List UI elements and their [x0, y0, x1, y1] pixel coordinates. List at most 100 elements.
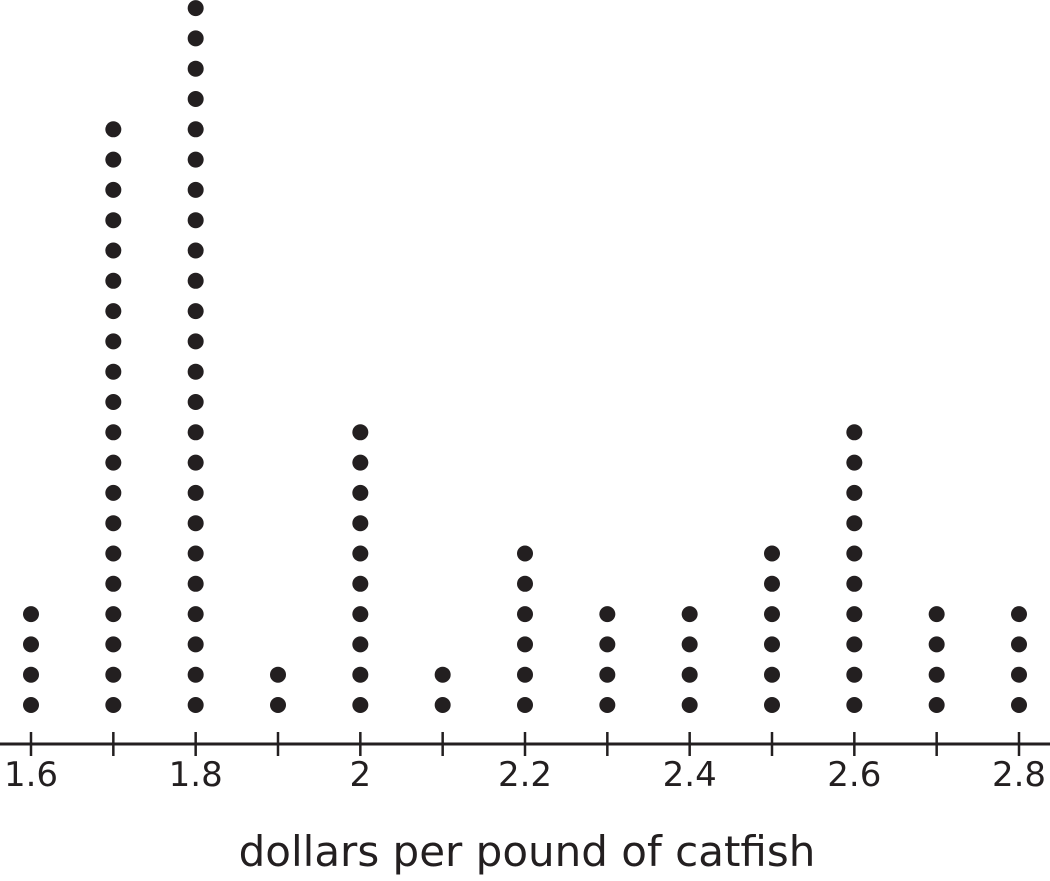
data-dot — [187, 363, 204, 380]
x-tick-label: 1.8 — [169, 755, 223, 795]
data-dot — [105, 545, 122, 562]
data-dot — [764, 575, 780, 592]
data-dot — [187, 424, 204, 441]
data-dot — [187, 515, 204, 532]
data-dot — [352, 575, 369, 592]
data-dot — [352, 606, 369, 623]
data-dot — [517, 545, 533, 562]
data-dot — [764, 697, 780, 713]
data-dot — [846, 636, 863, 653]
x-tick-label: 2.2 — [498, 755, 552, 795]
x-tick-label: 2 — [350, 755, 372, 795]
data-dot — [846, 424, 863, 441]
data-dot — [681, 606, 698, 623]
data-dot — [846, 545, 863, 562]
data-dot — [1011, 666, 1027, 683]
data-dot — [1011, 636, 1027, 653]
data-dot — [187, 454, 204, 471]
x-tick-label: 2.6 — [827, 755, 881, 795]
data-dot — [352, 636, 369, 653]
data-dot — [105, 394, 122, 410]
data-dot — [517, 636, 533, 653]
data-dot — [1011, 697, 1027, 713]
data-dot — [599, 666, 616, 683]
data-dot — [105, 666, 122, 683]
data-dot — [352, 484, 369, 501]
x-tick-labels: 1.6 1.8 2 2.2 2.4 2.6 2.8 — [4, 755, 1046, 795]
data-dot — [764, 636, 780, 653]
x-tick-label: 1.6 — [4, 755, 58, 795]
data-dot — [187, 0, 204, 17]
x-ticks — [29, 732, 1021, 756]
data-dot — [105, 606, 122, 623]
data-dot — [187, 242, 204, 259]
data-dot — [599, 697, 616, 713]
data-dot — [187, 606, 204, 623]
data-dot — [517, 666, 533, 683]
data-dot — [23, 606, 39, 623]
data-dot — [105, 515, 122, 532]
data-dot — [23, 636, 39, 653]
data-dot — [187, 394, 204, 410]
dots-layer — [23, 0, 1027, 713]
data-dot — [681, 697, 698, 713]
data-dot — [105, 424, 122, 441]
data-dot — [187, 121, 204, 138]
data-dot — [187, 60, 204, 77]
data-dot — [928, 697, 945, 713]
data-dot — [352, 454, 369, 471]
data-dot — [599, 606, 616, 623]
data-dot — [105, 151, 122, 168]
data-dot — [105, 333, 122, 350]
data-dot — [187, 484, 204, 501]
data-dot — [187, 333, 204, 350]
data-dot — [187, 212, 204, 229]
data-dot — [105, 181, 122, 198]
data-dot — [846, 454, 863, 471]
data-dot — [105, 454, 122, 471]
data-dot — [434, 697, 451, 713]
data-dot — [352, 697, 369, 713]
data-dot — [105, 242, 122, 259]
data-dot — [352, 545, 369, 562]
data-dot — [434, 666, 451, 683]
data-dot — [187, 30, 204, 47]
data-dot — [681, 666, 698, 683]
data-dot — [517, 575, 533, 592]
data-dot — [846, 666, 863, 683]
data-dot — [928, 606, 945, 623]
data-dot — [187, 303, 204, 320]
data-dot — [187, 151, 204, 168]
data-dot — [105, 212, 122, 229]
data-dot — [105, 121, 122, 138]
data-dot — [187, 697, 204, 713]
data-dot — [105, 636, 122, 653]
data-dot — [599, 636, 616, 653]
data-dot — [846, 575, 863, 592]
data-dot — [105, 484, 122, 501]
data-dot — [187, 91, 204, 107]
data-dot — [764, 545, 780, 562]
data-dot — [681, 636, 698, 653]
data-dot — [187, 545, 204, 562]
data-dot — [23, 697, 39, 713]
data-dot — [352, 424, 369, 441]
data-dot — [187, 575, 204, 592]
data-dot — [846, 697, 863, 713]
x-axis-title: dollars per pound of catfish — [239, 827, 816, 876]
data-dot — [105, 697, 122, 713]
data-dot — [105, 303, 122, 320]
data-dot — [187, 636, 204, 653]
data-dot — [928, 666, 945, 683]
data-dot — [846, 484, 863, 501]
data-dot — [105, 363, 122, 380]
data-dot — [23, 666, 39, 683]
data-dot — [352, 666, 369, 683]
x-tick-label: 2.4 — [663, 755, 717, 795]
data-dot — [187, 181, 204, 198]
data-dot — [187, 666, 204, 683]
data-dot — [764, 606, 780, 623]
data-dot — [105, 575, 122, 592]
data-dot — [270, 666, 286, 683]
